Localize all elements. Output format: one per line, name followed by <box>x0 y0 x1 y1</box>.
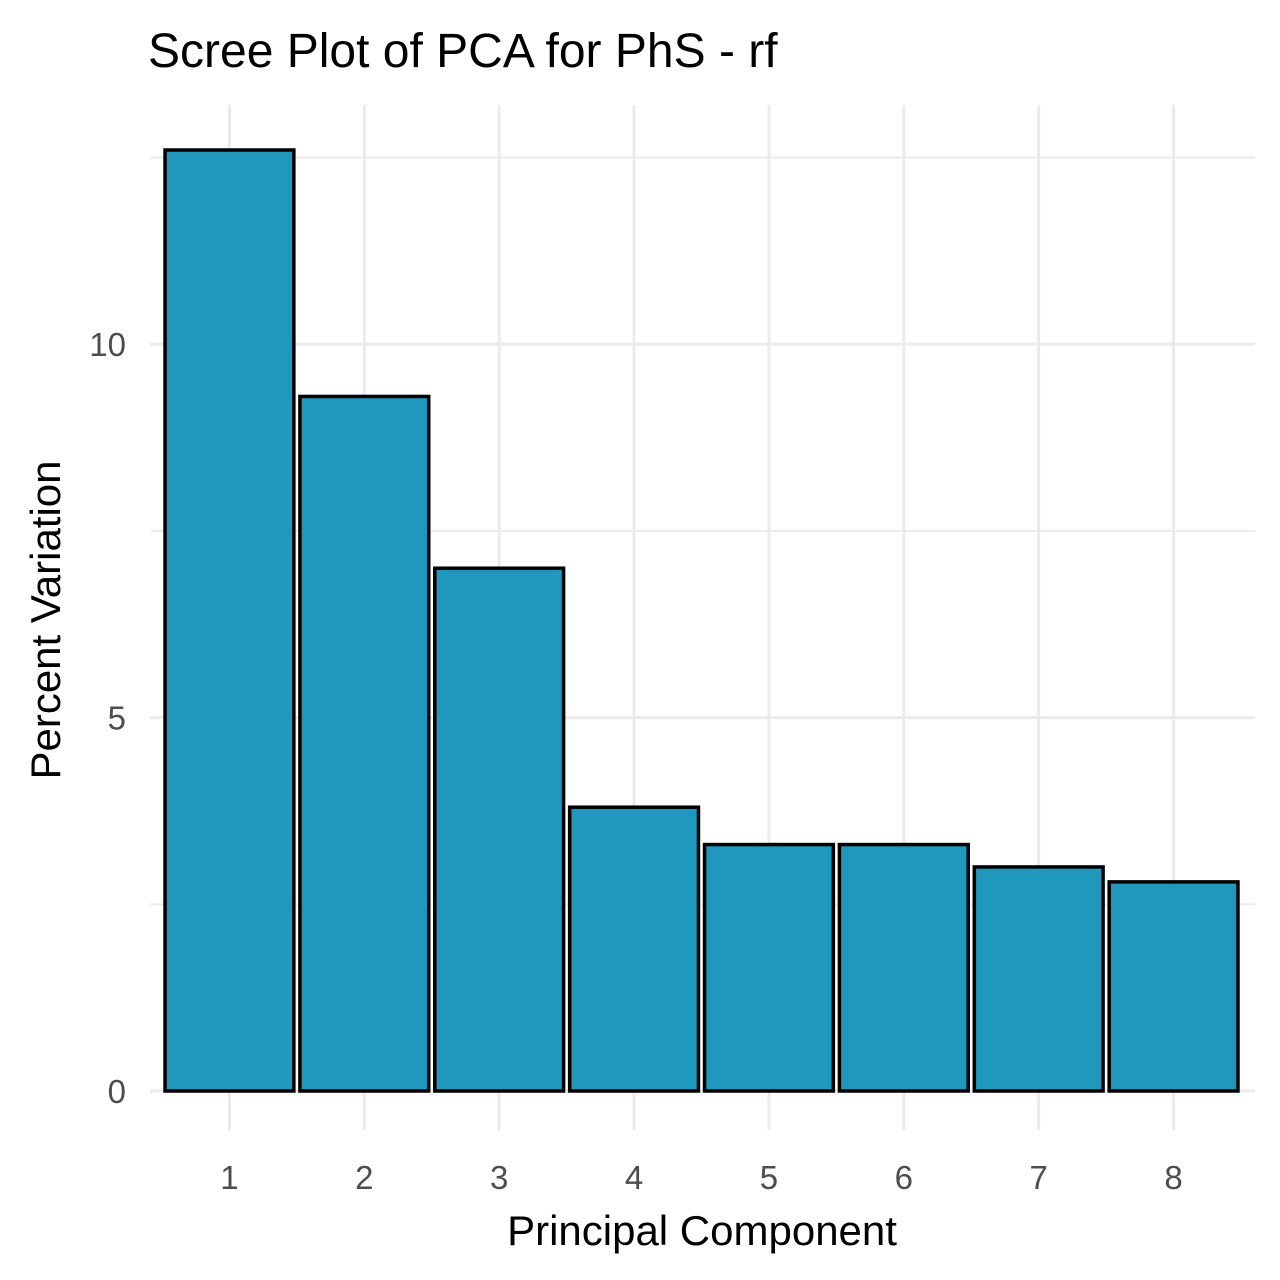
bar-pc-2 <box>298 394 431 1093</box>
bar-pc-7 <box>972 865 1105 1093</box>
y-axis-label: Percent Variation <box>22 460 69 779</box>
x-tick-label: 4 <box>625 1159 643 1196</box>
x-tick-label: 5 <box>760 1159 778 1196</box>
bar-pc-6 <box>837 842 970 1093</box>
bars <box>163 148 1240 1093</box>
x-tick-label: 6 <box>895 1159 913 1196</box>
x-axis-label: Principal Component <box>507 1207 897 1254</box>
y-tick-label: 10 <box>89 326 126 363</box>
bar-pc-1 <box>163 148 296 1093</box>
bar-pc-4 <box>567 805 701 1093</box>
x-tick-label: 2 <box>355 1159 373 1196</box>
tick-labels: 0 5 10 1 2 3 4 5 6 7 8 <box>89 326 1182 1196</box>
y-tick-label: 5 <box>108 700 126 737</box>
y-tick-label: 0 <box>108 1073 126 1110</box>
chart-title: Scree Plot of PCA for PhS - rf <box>148 25 778 78</box>
bar-pc-3 <box>433 566 566 1093</box>
bar-pc-5 <box>702 842 836 1093</box>
x-tick-label: 1 <box>220 1159 238 1196</box>
x-tick-label: 7 <box>1030 1159 1048 1196</box>
x-tick-label: 8 <box>1164 1159 1182 1196</box>
x-tick-label: 3 <box>490 1159 508 1196</box>
bar-pc-8 <box>1107 880 1240 1093</box>
